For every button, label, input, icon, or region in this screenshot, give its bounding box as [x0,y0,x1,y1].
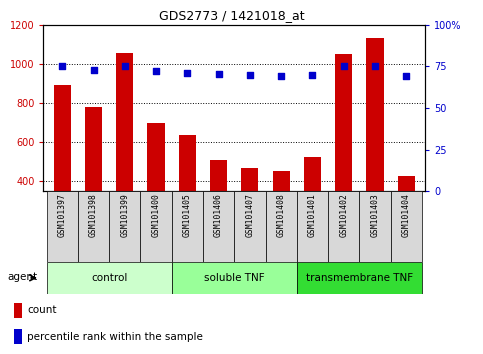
Bar [210,160,227,191]
Text: GSM101403: GSM101403 [370,193,380,237]
Bar [335,54,352,191]
Text: GSM101400: GSM101400 [152,193,160,237]
Text: GSM101401: GSM101401 [308,193,317,237]
Text: GSM101406: GSM101406 [214,193,223,237]
Bar [367,39,384,191]
Bar [272,171,290,191]
Point [90,67,98,73]
Bar [297,262,422,294]
Bar [14,329,22,344]
Bar [171,262,297,294]
Text: agent: agent [8,272,38,282]
Text: percentile rank within the sample: percentile rank within the sample [27,332,203,342]
Point [121,63,128,69]
Point [215,71,223,77]
Text: GSM101408: GSM101408 [277,193,285,237]
Bar [203,191,234,262]
Point [309,72,316,78]
Bar [179,135,196,191]
Bar [297,191,328,262]
Point [340,63,348,69]
Point [371,63,379,69]
Text: GSM101399: GSM101399 [120,193,129,237]
Text: GDS2773 / 1421018_at: GDS2773 / 1421018_at [159,9,305,22]
Bar [78,191,109,262]
Text: transmembrane TNF: transmembrane TNF [306,273,413,283]
Text: GSM101405: GSM101405 [183,193,192,237]
Bar [85,107,102,191]
Text: control: control [91,273,128,283]
Point [402,74,410,79]
Bar [398,176,415,191]
Point [58,63,66,69]
Bar [46,262,171,294]
Text: count: count [27,305,57,315]
Text: GSM101398: GSM101398 [89,193,98,237]
Bar [328,191,359,262]
Bar [116,53,133,191]
Bar [147,122,165,191]
Text: GSM101402: GSM101402 [339,193,348,237]
Bar [46,191,78,262]
Text: soluble TNF: soluble TNF [204,273,265,283]
Bar [109,191,141,262]
Bar [304,158,321,191]
Bar [14,303,22,318]
Bar [234,191,266,262]
Bar [54,85,71,191]
Text: GSM101397: GSM101397 [58,193,67,237]
Point [277,73,285,78]
Point [152,69,160,74]
Text: GSM101407: GSM101407 [245,193,255,237]
Point [184,70,191,76]
Bar [141,191,171,262]
Bar [266,191,297,262]
Point [246,72,254,78]
Bar [171,191,203,262]
Bar [242,168,258,191]
Bar [359,191,391,262]
Bar [391,191,422,262]
Text: GSM101404: GSM101404 [402,193,411,237]
